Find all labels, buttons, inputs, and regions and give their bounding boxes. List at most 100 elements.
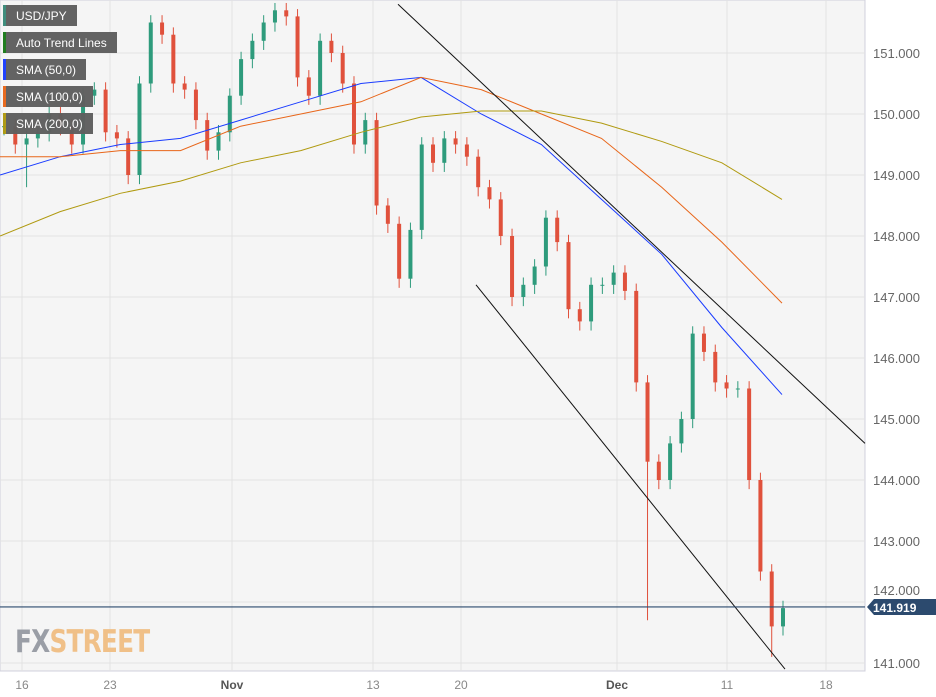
candle-body [521,284,526,297]
candle-body [713,351,718,383]
y-tick-label: 142.000 [873,583,920,598]
candle-body [103,89,108,133]
x-tick-label: 18 [819,678,833,692]
candle-body [566,242,571,310]
candle-body [160,22,165,35]
candle-body [690,333,695,419]
candle-body [543,217,548,267]
legend-label: Auto Trend Lines [16,35,107,50]
legend: USD/JPY Auto Trend Lines SMA (50,0) SMA (10… [3,5,117,140]
candle-body [611,272,616,285]
last-price-tag [867,598,936,615]
candle-body [442,138,447,163]
candle-body [498,199,503,236]
legend-item[interactable]: Auto Trend Lines [3,32,117,53]
legend-swatch [3,86,6,107]
candle-body [318,40,323,96]
candle-body [600,284,605,286]
candle-body [295,16,300,78]
candle-body [431,144,436,163]
candle-body [622,272,627,291]
candle-body [35,132,40,139]
candle-body [701,333,706,352]
candle-body [329,40,334,53]
candle-body [510,236,515,297]
candle-body [216,132,221,151]
sma100-line [0,76,783,304]
y-tick-label: 146.000 [873,351,920,366]
candle-body [13,126,18,145]
y-tick-label: 144.000 [873,473,920,488]
x-tick-label: 13 [366,678,380,692]
candle-body [555,217,560,243]
candle-body [724,382,729,389]
candle-body [735,388,740,390]
legend-item[interactable]: SMA (50,0) [3,59,87,80]
legend-item[interactable]: SMA (200,0) [3,113,93,134]
legend-swatch [3,113,6,134]
candle-body [668,443,673,480]
y-tick-label: 147.000 [873,290,920,305]
legend-swatch [3,5,6,26]
candle-body [284,10,289,17]
x-tick-label: 11 [721,678,734,692]
candle-body [137,83,142,175]
candle-body [645,382,650,462]
lower-trend-line [475,284,786,670]
fxstreet-watermark: FXSTREET [15,624,150,660]
watermark-street: STREET [49,624,150,660]
candle-body [408,229,413,279]
candle-body [182,83,187,90]
legend-swatch [3,32,6,53]
candle-body [171,34,176,84]
candle-body [634,290,639,383]
plot-area [0,0,866,672]
candle-body [24,138,29,145]
legend-label: SMA (50,0) [16,62,77,77]
y-tick-label: 145.000 [873,412,920,427]
sma50-line [0,76,783,395]
candle-body [205,120,210,151]
candle-body [487,187,492,200]
candle-body [69,126,74,145]
x-tick-label: 20 [454,678,468,692]
sma200-line [0,110,783,237]
candle-body [577,309,582,322]
legend-label: SMA (100,0) [16,89,83,104]
candle-body [476,156,481,188]
x-tick-label: Dec [606,678,628,692]
candle-body [250,40,255,60]
candle-body [272,10,277,23]
candle-body [679,419,684,444]
x-tick-label: Nov [221,678,244,692]
candle-body [340,53,345,84]
candle-body [589,284,594,322]
candle-body [239,59,244,96]
watermark-fx: FX [15,624,50,660]
candle-body [193,89,198,121]
legend-item[interactable]: SMA (100,0) [3,86,93,107]
candle-body [747,388,752,480]
candle-body [532,266,537,285]
legend-item[interactable]: USD/JPY [3,5,77,26]
candle-body [464,144,469,157]
legend-label: USD/JPY [16,8,67,23]
candle-body [351,83,356,145]
y-tick-label: 151.000 [873,46,920,61]
candle-body [419,144,424,230]
y-tick-label: 148.000 [873,229,920,244]
candle-body [261,22,266,41]
last-price-label: 141.919 [873,601,917,615]
candle-body [385,205,390,224]
candle-body [92,89,97,96]
candle-body [453,138,458,145]
candle-body [781,608,785,627]
legend-swatch [3,59,6,80]
candle-body [758,480,763,572]
candle-body [769,571,774,627]
candle-body [363,120,368,145]
candle-body [374,120,379,206]
candle-body [397,223,402,279]
